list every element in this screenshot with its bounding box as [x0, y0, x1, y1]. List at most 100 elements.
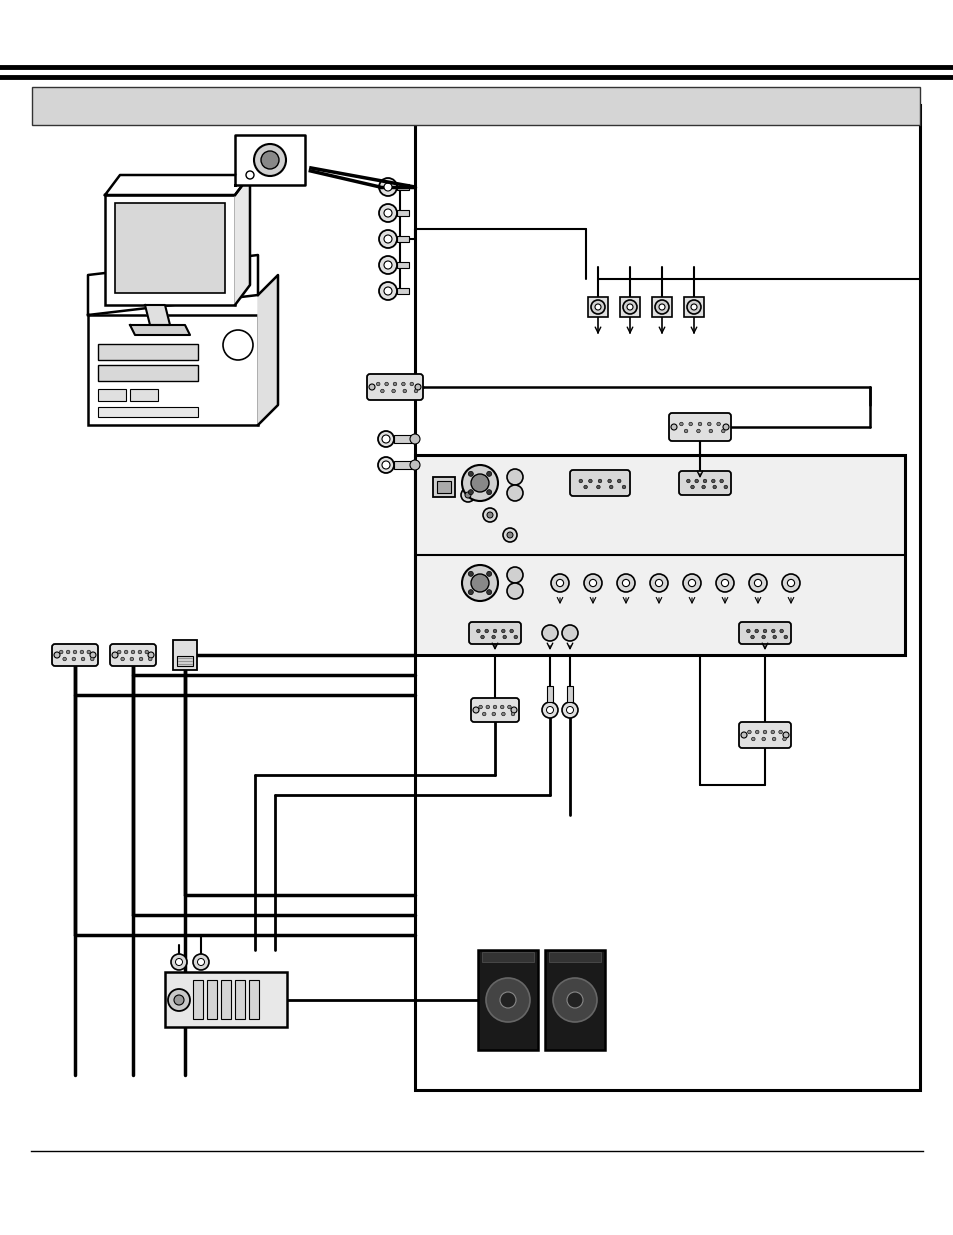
- Circle shape: [415, 384, 420, 390]
- Bar: [415, 110, 919, 1091]
- Circle shape: [762, 629, 766, 632]
- Circle shape: [148, 652, 153, 658]
- Circle shape: [779, 629, 782, 632]
- Bar: [165, 972, 287, 1028]
- Circle shape: [414, 389, 417, 393]
- Circle shape: [598, 479, 601, 483]
- Circle shape: [378, 204, 396, 222]
- Bar: [544, 950, 604, 1050]
- Circle shape: [782, 732, 788, 739]
- Circle shape: [473, 706, 478, 713]
- Circle shape: [686, 479, 689, 483]
- Bar: [193, 981, 203, 1019]
- Circle shape: [502, 635, 506, 638]
- Bar: [177, 656, 193, 666]
- Circle shape: [511, 713, 515, 716]
- Circle shape: [175, 958, 182, 966]
- Circle shape: [588, 479, 592, 483]
- Circle shape: [130, 657, 133, 661]
- Circle shape: [486, 472, 491, 477]
- Circle shape: [393, 382, 396, 385]
- Circle shape: [723, 485, 727, 489]
- Circle shape: [139, 657, 143, 661]
- Circle shape: [746, 629, 749, 632]
- Circle shape: [786, 579, 794, 587]
- Circle shape: [659, 304, 664, 310]
- Circle shape: [478, 705, 482, 709]
- Circle shape: [80, 650, 84, 653]
- Circle shape: [566, 992, 582, 1008]
- Circle shape: [149, 657, 152, 661]
- FancyBboxPatch shape: [739, 722, 790, 748]
- Circle shape: [392, 389, 395, 393]
- Circle shape: [690, 485, 694, 489]
- Bar: [32, 86, 919, 125]
- Bar: [651, 296, 671, 317]
- Circle shape: [761, 635, 764, 638]
- Bar: [394, 461, 414, 469]
- Bar: [566, 685, 573, 701]
- Circle shape: [401, 382, 405, 385]
- Circle shape: [117, 650, 121, 653]
- Circle shape: [468, 572, 473, 577]
- Circle shape: [486, 489, 491, 495]
- Polygon shape: [145, 305, 170, 325]
- FancyBboxPatch shape: [52, 643, 98, 666]
- FancyBboxPatch shape: [471, 698, 518, 722]
- Polygon shape: [105, 175, 250, 195]
- Bar: [98, 345, 198, 359]
- Bar: [88, 315, 257, 425]
- Circle shape: [468, 489, 473, 495]
- Bar: [396, 262, 409, 268]
- Circle shape: [72, 657, 75, 661]
- Circle shape: [751, 737, 755, 741]
- Circle shape: [410, 382, 414, 385]
- Circle shape: [622, 300, 637, 314]
- Circle shape: [124, 650, 128, 653]
- Bar: [433, 477, 455, 496]
- Circle shape: [553, 978, 597, 1023]
- Circle shape: [683, 430, 687, 432]
- Circle shape: [617, 479, 620, 483]
- Circle shape: [460, 488, 475, 501]
- Circle shape: [701, 485, 704, 489]
- Bar: [587, 296, 607, 317]
- Circle shape: [670, 424, 677, 430]
- Circle shape: [381, 461, 390, 469]
- Circle shape: [772, 635, 776, 638]
- Circle shape: [621, 485, 625, 489]
- Circle shape: [63, 657, 67, 661]
- Circle shape: [378, 178, 396, 196]
- Circle shape: [484, 629, 488, 632]
- Bar: [130, 389, 158, 401]
- Circle shape: [712, 485, 716, 489]
- Bar: [436, 480, 451, 493]
- Circle shape: [778, 730, 781, 734]
- Bar: [98, 408, 198, 417]
- Circle shape: [716, 574, 733, 592]
- Bar: [396, 184, 409, 190]
- Circle shape: [747, 730, 750, 734]
- Circle shape: [590, 300, 604, 314]
- Bar: [207, 981, 216, 1019]
- Circle shape: [480, 635, 484, 638]
- Bar: [105, 195, 234, 305]
- Circle shape: [506, 469, 522, 485]
- FancyBboxPatch shape: [569, 471, 629, 496]
- Circle shape: [716, 422, 720, 426]
- Circle shape: [507, 705, 511, 709]
- Circle shape: [506, 567, 522, 583]
- Circle shape: [246, 170, 253, 179]
- Circle shape: [755, 730, 759, 734]
- Circle shape: [486, 572, 491, 577]
- FancyBboxPatch shape: [679, 471, 730, 495]
- Circle shape: [59, 650, 63, 653]
- Circle shape: [138, 650, 142, 653]
- Circle shape: [482, 508, 497, 522]
- Circle shape: [617, 574, 635, 592]
- Circle shape: [595, 304, 600, 310]
- Circle shape: [492, 635, 495, 638]
- Circle shape: [91, 657, 94, 661]
- Circle shape: [561, 625, 578, 641]
- Circle shape: [761, 737, 764, 741]
